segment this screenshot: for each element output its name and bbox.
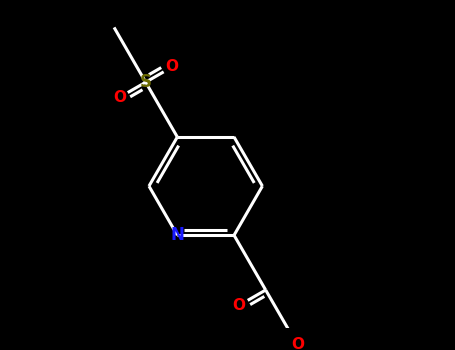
Text: N: N [170, 226, 184, 244]
Text: S: S [140, 73, 152, 91]
Text: O: O [113, 90, 126, 105]
Text: O: O [291, 337, 304, 350]
Text: O: O [233, 298, 246, 313]
Text: O: O [166, 60, 179, 75]
